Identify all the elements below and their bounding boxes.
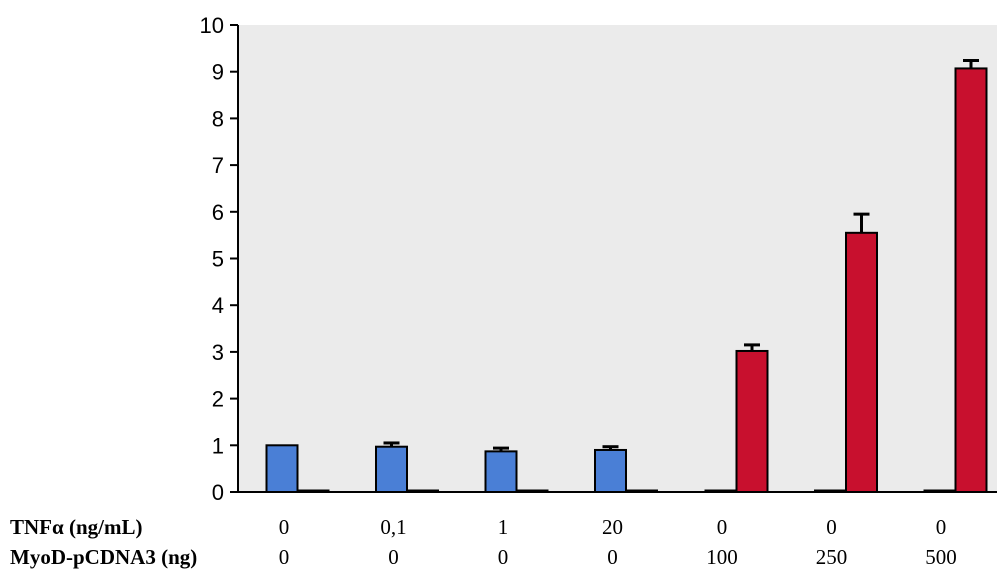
tnf-value-label: 0 (936, 515, 947, 539)
tnf-value-label: 0 (717, 515, 728, 539)
bars (265, 67, 988, 494)
y-tick-label: 9 (212, 60, 224, 85)
x-condition-labels: TNFα (ng/mL) MyoD-pCDNA3 (ng) 000,101020… (10, 515, 957, 569)
y-tick-label: 8 (212, 106, 224, 131)
row-label-tnf: TNFα (ng/mL) (10, 515, 142, 539)
bar (265, 444, 299, 493)
bar (954, 67, 988, 493)
myod-value-label: 0 (388, 545, 399, 569)
bar (594, 448, 627, 493)
tnf-value-label: 0,1 (380, 515, 406, 539)
tnf-value-label: 20 (602, 515, 623, 539)
y-tick-label: 6 (212, 200, 224, 225)
error-bars (383, 58, 979, 452)
myod-value-label: 0 (607, 545, 618, 569)
tnf-value-label: 0 (826, 515, 837, 539)
bar (845, 231, 878, 493)
y-tick-label: 7 (212, 153, 224, 178)
y-tick-label: 2 (212, 387, 224, 412)
y-tick-label: 0 (212, 480, 224, 505)
row-label-myod: MyoD-pCDNA3 (ng) (10, 545, 197, 569)
bar (375, 445, 408, 493)
bar (735, 349, 769, 493)
y-tick-label: 10 (200, 13, 224, 38)
y-tick-label: 5 (212, 247, 224, 272)
bar (484, 450, 518, 494)
plot-area (238, 25, 997, 492)
y-tick-label: 3 (212, 340, 224, 365)
y-tick-labels: 0 1 2 3 4 5 6 7 8 9 10 (200, 13, 224, 505)
y-tick-label: 4 (212, 293, 224, 318)
y-tick-label: 1 (212, 433, 224, 458)
myod-value-label: 500 (925, 545, 957, 569)
tnf-value-label: 1 (498, 515, 509, 539)
myod-value-label: 100 (706, 545, 738, 569)
myod-value-label: 0 (498, 545, 509, 569)
tnf-value-label: 0 (279, 515, 290, 539)
myod-value-label: 250 (816, 545, 848, 569)
myod-value-label: 0 (279, 545, 290, 569)
